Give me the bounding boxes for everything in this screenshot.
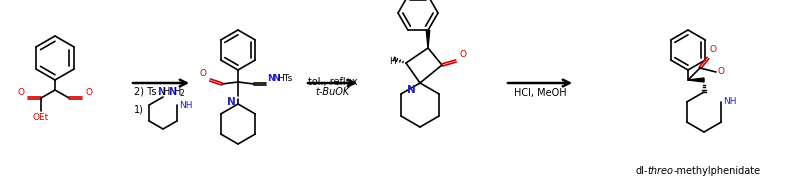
Text: O: O xyxy=(200,69,207,78)
Text: HTs: HTs xyxy=(277,74,292,83)
Text: O: O xyxy=(85,88,92,97)
Text: 2) Ts: 2) Ts xyxy=(134,87,157,97)
Text: HCl, MeOH: HCl, MeOH xyxy=(514,88,566,98)
Polygon shape xyxy=(688,78,704,82)
Text: NH: NH xyxy=(723,98,737,106)
Text: N: N xyxy=(267,74,274,83)
Text: H: H xyxy=(390,57,396,65)
Text: 1): 1) xyxy=(134,105,144,115)
Text: NH: NH xyxy=(179,101,192,109)
Text: O: O xyxy=(18,88,25,97)
Polygon shape xyxy=(426,30,430,48)
Text: O: O xyxy=(710,45,717,54)
Text: O: O xyxy=(459,50,466,59)
Text: N: N xyxy=(157,87,165,97)
Text: 2: 2 xyxy=(179,89,184,98)
Text: t-BuOK: t-BuOK xyxy=(315,87,350,97)
Text: -methylphenidate: -methylphenidate xyxy=(674,166,761,176)
Text: H: H xyxy=(163,87,170,97)
Text: N: N xyxy=(227,97,236,107)
Text: N: N xyxy=(168,87,176,97)
Text: OEt: OEt xyxy=(33,113,49,122)
Text: O: O xyxy=(718,67,725,77)
Text: threo: threo xyxy=(647,166,673,176)
Text: H: H xyxy=(174,87,182,97)
Text: tol., reflux: tol., reflux xyxy=(308,77,358,87)
Text: dl-: dl- xyxy=(635,166,647,176)
Text: N: N xyxy=(272,74,280,83)
Text: N: N xyxy=(407,85,416,95)
